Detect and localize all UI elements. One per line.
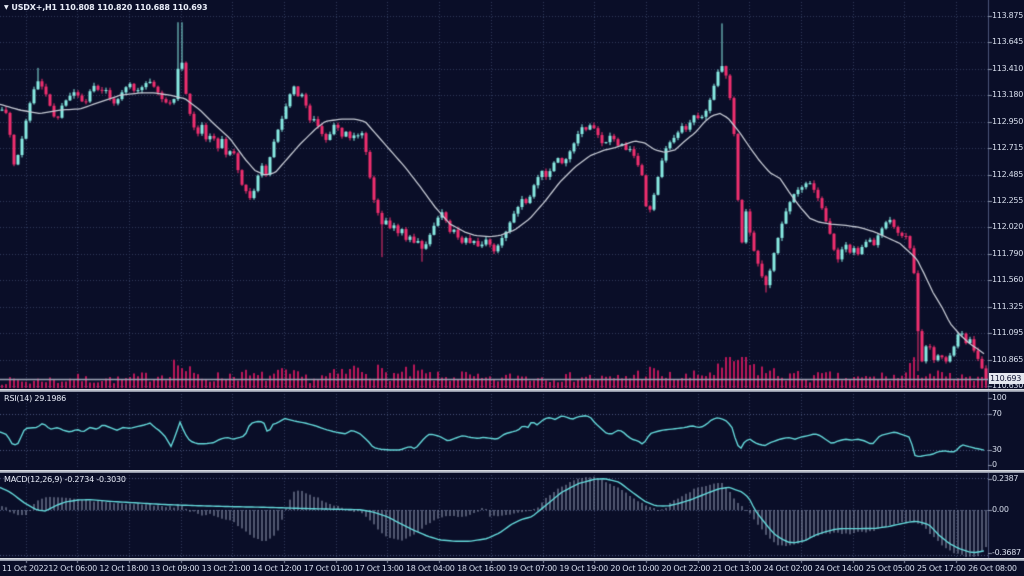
price-tick-label: 113.180 (992, 90, 1023, 99)
time-tick-label: 13 Oct 09:00 (150, 564, 200, 573)
time-tick-label: 11 Oct 2022 (2, 564, 49, 573)
time-tick-label: 19 Oct 07:00 (508, 564, 557, 573)
time-tick-label: 25 Oct 17:00 (917, 564, 966, 573)
time-tick-label: 25 Oct 05:00 (865, 564, 915, 573)
time-tick-label: 13 Oct 21:00 (201, 564, 251, 573)
price-tick-label: 111.095 (992, 328, 1023, 337)
price-tick-label: 110.865 (992, 355, 1023, 364)
time-tick-label: 20 Oct 10:00 (610, 564, 659, 573)
price-tick-label: 113.410 (992, 64, 1023, 73)
time-tick-label: 14 Oct 12:00 (252, 564, 302, 573)
price-tick-label: 113.875 (992, 11, 1023, 20)
time-tick-label: 26 Oct 08:00 (968, 564, 1017, 573)
symbol-readout: ▼ USDX+,H1 110.808 110.820 110.688 110.69… (4, 3, 208, 12)
price-tick-label: 112.715 (992, 143, 1023, 152)
time-tick-label: 20 Oct 22:00 (661, 564, 711, 573)
time-tick-label: 24 Oct 14:00 (814, 564, 864, 573)
time-tick-label: 12 Oct 18:00 (99, 564, 148, 573)
price-tick-label: 112.255 (992, 196, 1023, 205)
symbol-ohlc-text: USDX+,H1 110.808 110.820 110.688 110.693 (11, 3, 208, 12)
time-tick-label: 18 Oct 16:00 (457, 564, 506, 573)
price-tick-label: 111.325 (992, 302, 1023, 311)
time-tick-label: 17 Oct 01:00 (303, 564, 353, 573)
rsi-level-label: 100 (992, 393, 1007, 402)
rsi-indicator-label: RSI(14) 29.1986 (4, 394, 67, 403)
time-tick-label: 18 Oct 04:00 (406, 564, 455, 573)
macd-level-label: -0.3687 (992, 548, 1021, 557)
chart-menu-icon[interactable]: ▼ (4, 4, 9, 11)
macd-indicator-label: MACD(12,26,9) -0.2734 -0.3030 (4, 475, 126, 484)
time-tick-label: 19 Oct 19:00 (559, 564, 608, 573)
price-tick-label: 112.020 (992, 222, 1023, 231)
panel-separator-rsi[interactable] (0, 389, 1024, 392)
price-tick-label: 113.645 (992, 37, 1023, 46)
price-tick-label: 110.630 (992, 381, 1023, 390)
time-tick-label: 24 Oct 02:00 (763, 564, 813, 573)
panel-separator-macd[interactable] (0, 470, 1024, 473)
macd-level-label: 0.2387 (992, 474, 1019, 483)
price-tick-label: 111.790 (992, 249, 1023, 258)
price-tick-label: 112.485 (992, 170, 1023, 179)
rsi-level-label: 70 (992, 409, 1002, 418)
time-axis-separator (0, 558, 1024, 561)
macd-level-label: 0.00 (992, 505, 1009, 514)
time-tick-label: 17 Oct 13:00 (354, 564, 404, 573)
rsi-level-label: 0 (992, 460, 997, 469)
current-price-badge: 110.693 (989, 373, 1024, 384)
time-tick-label: 21 Oct 13:00 (712, 564, 762, 573)
time-tick-label: 12 Oct 06:00 (48, 564, 97, 573)
price-tick-label: 112.950 (992, 117, 1023, 126)
price-tick-label: 111.560 (992, 275, 1023, 284)
rsi-level-label: 30 (992, 445, 1002, 454)
